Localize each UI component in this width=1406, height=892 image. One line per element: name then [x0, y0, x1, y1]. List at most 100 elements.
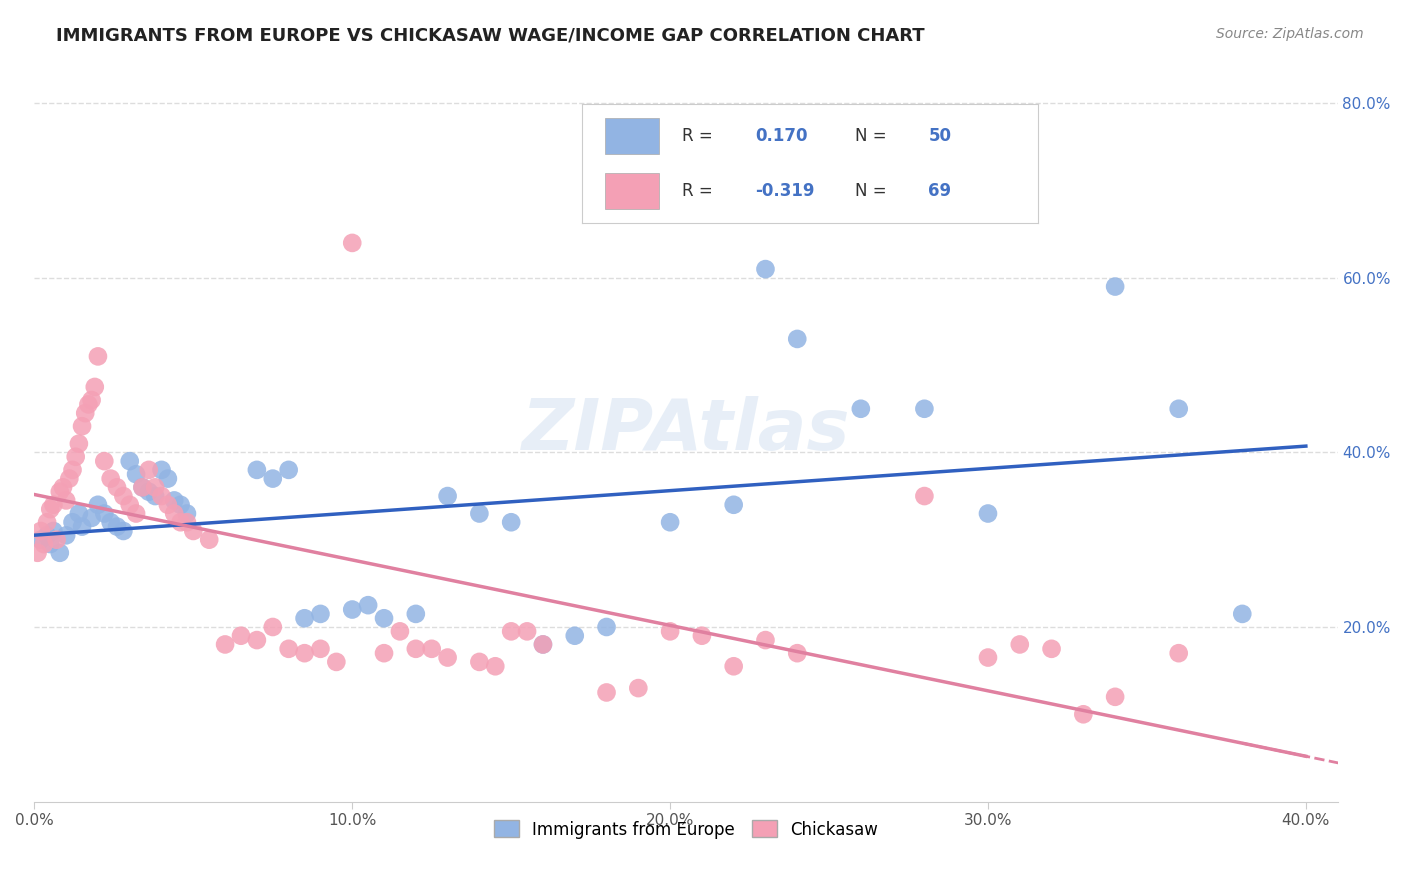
Point: [138, 463, 160, 477]
Point: [468, 655, 491, 669]
Point: [75, 406, 97, 420]
Point: [246, 463, 269, 477]
Point: [49, 484, 72, 499]
Point: [309, 641, 332, 656]
Point: [1167, 646, 1189, 660]
Point: [67, 436, 90, 450]
Point: [342, 602, 364, 616]
Point: [277, 641, 299, 656]
Point: [1040, 641, 1063, 656]
Point: [420, 641, 443, 656]
Point: [405, 607, 427, 621]
Point: [42, 498, 65, 512]
Point: [595, 685, 617, 699]
Point: [156, 472, 179, 486]
Point: [45, 533, 67, 547]
Point: [93, 507, 115, 521]
Point: [100, 472, 122, 486]
Point: [176, 515, 198, 529]
Point: [62, 463, 84, 477]
Point: [723, 498, 745, 512]
Point: [131, 480, 153, 494]
Point: [93, 454, 115, 468]
Point: [277, 463, 299, 477]
Point: [342, 235, 364, 250]
Point: [373, 611, 395, 625]
Point: [723, 659, 745, 673]
Point: [67, 507, 90, 521]
Point: [786, 332, 808, 346]
Point: [659, 515, 682, 529]
Point: [786, 646, 808, 660]
Point: [1008, 637, 1031, 651]
Point: [156, 498, 179, 512]
Point: [118, 498, 141, 512]
Point: [405, 641, 427, 656]
Point: [690, 629, 713, 643]
Point: [27, 546, 49, 560]
Point: [87, 350, 110, 364]
Point: [105, 480, 128, 494]
Point: [501, 515, 523, 529]
Point: [163, 493, 186, 508]
Point: [150, 489, 173, 503]
Point: [388, 624, 411, 639]
Point: [1232, 607, 1254, 621]
Point: [30, 524, 52, 538]
Point: [659, 624, 682, 639]
Text: ZIPAtlas: ZIPAtlas: [522, 396, 851, 465]
Point: [125, 507, 148, 521]
Point: [80, 511, 103, 525]
Point: [125, 467, 148, 482]
Point: [181, 524, 204, 538]
Point: [977, 507, 1000, 521]
Point: [39, 502, 62, 516]
Point: [468, 507, 491, 521]
Point: [977, 650, 1000, 665]
Point: [52, 480, 75, 494]
Point: [49, 546, 72, 560]
Point: [754, 633, 776, 648]
Point: [35, 528, 58, 542]
Point: [357, 598, 380, 612]
Point: [373, 646, 395, 660]
Point: [1167, 401, 1189, 416]
Point: [516, 624, 538, 639]
Point: [214, 637, 236, 651]
Point: [246, 633, 269, 648]
Point: [627, 681, 650, 695]
Point: [77, 397, 100, 411]
Point: [169, 515, 191, 529]
Point: [176, 507, 198, 521]
Point: [1073, 707, 1095, 722]
Point: [169, 498, 191, 512]
Point: [138, 484, 160, 499]
Point: [595, 620, 617, 634]
Point: [131, 480, 153, 494]
Point: [484, 659, 506, 673]
Point: [325, 655, 347, 669]
Point: [55, 528, 77, 542]
Point: [80, 392, 103, 407]
Point: [62, 515, 84, 529]
Point: [531, 637, 554, 651]
Point: [564, 629, 586, 643]
Point: [87, 498, 110, 512]
Point: [39, 537, 62, 551]
Legend: Immigrants from Europe, Chickasaw: Immigrants from Europe, Chickasaw: [488, 814, 884, 846]
Text: IMMIGRANTS FROM EUROPE VS CHICKASAW WAGE/INCOME GAP CORRELATION CHART: IMMIGRANTS FROM EUROPE VS CHICKASAW WAGE…: [56, 27, 925, 45]
Point: [70, 519, 93, 533]
Point: [112, 524, 135, 538]
Point: [1104, 279, 1126, 293]
Point: [143, 489, 166, 503]
Point: [163, 507, 186, 521]
Point: [65, 450, 87, 464]
Point: [262, 472, 284, 486]
Text: Source: ZipAtlas.com: Source: ZipAtlas.com: [1216, 27, 1364, 41]
Point: [436, 489, 458, 503]
Point: [32, 537, 55, 551]
Point: [262, 620, 284, 634]
Point: [70, 419, 93, 434]
Point: [198, 533, 221, 547]
Point: [1104, 690, 1126, 704]
